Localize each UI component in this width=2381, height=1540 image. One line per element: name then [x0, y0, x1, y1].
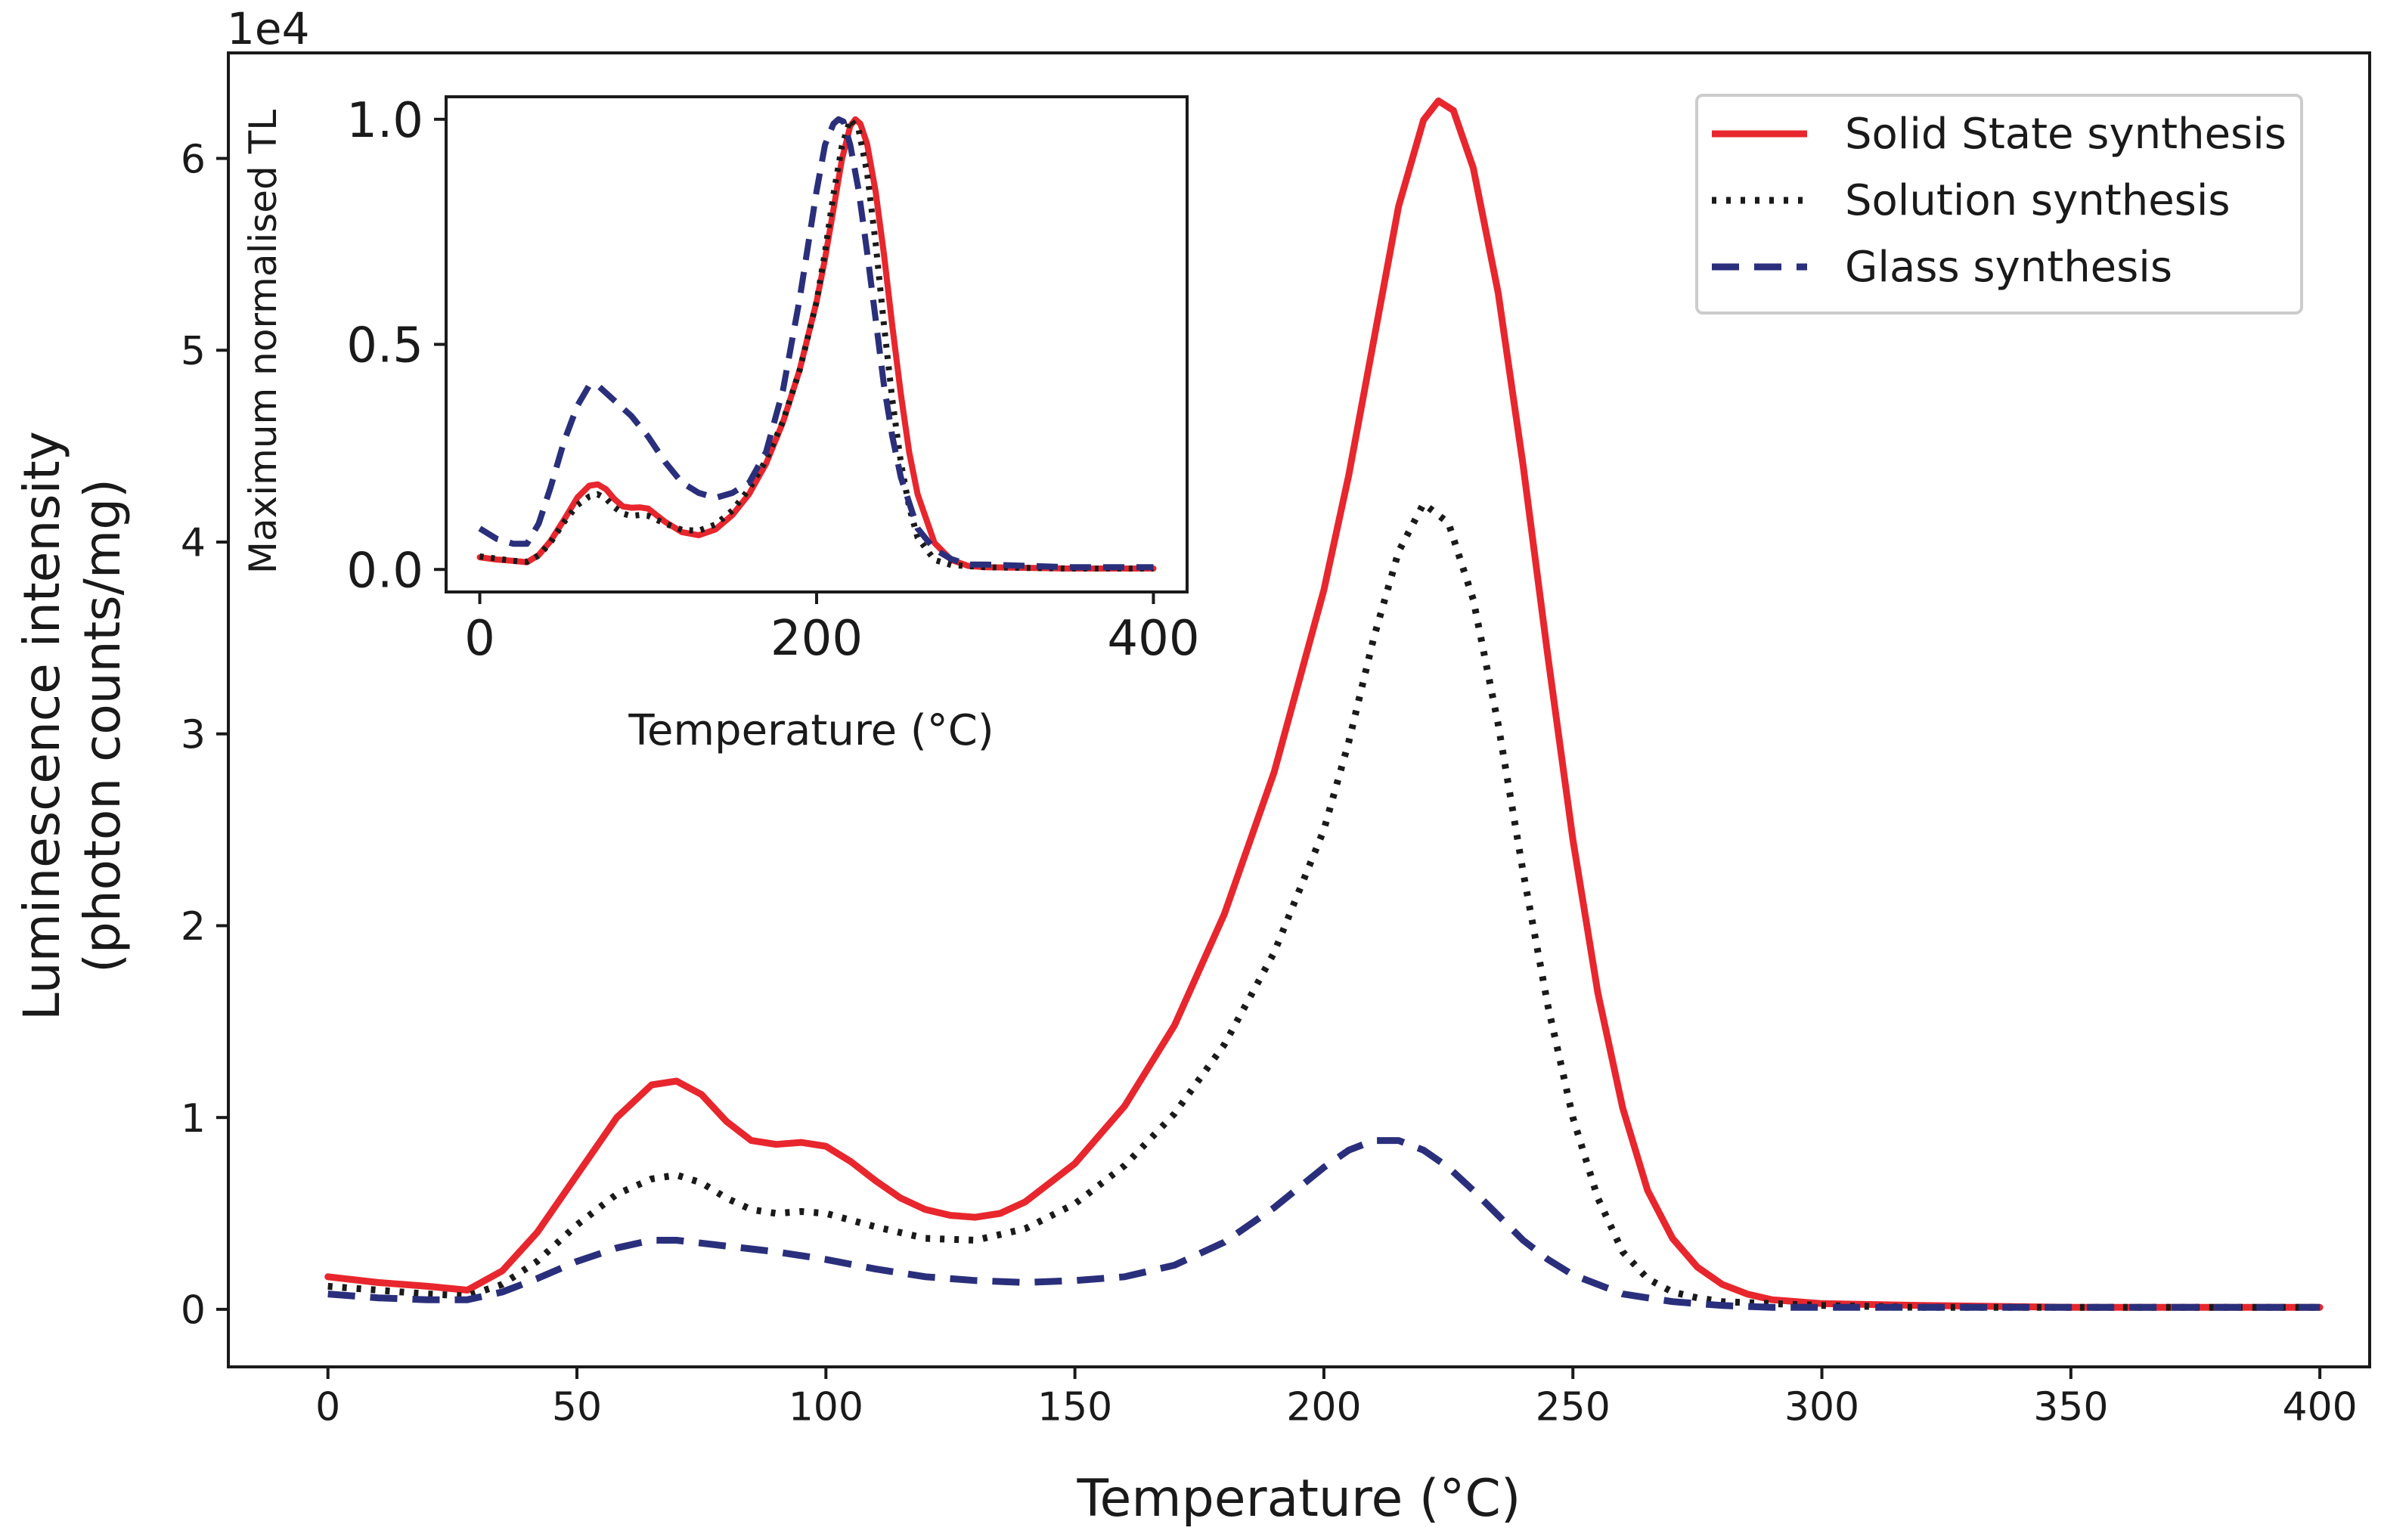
inset-x-axis-title: Temperature (°C) — [628, 706, 994, 755]
main-y-ticks: 0 1 2 3 4 5 6 — [181, 137, 228, 1334]
main-y-tick-label: 2 — [181, 904, 206, 950]
main-series-line-1 — [327, 500, 2321, 1311]
main-x-tick-label: 150 — [1037, 1385, 1112, 1430]
inset-series-group — [476, 116, 1157, 572]
inset-y-ticks: 0.0 0.5 1.0 — [346, 93, 446, 599]
inset-y-axis-title: Maximum normalised TL — [241, 110, 285, 574]
main-x-tick-label: 400 — [2283, 1385, 2358, 1430]
inset-y-tick-label: 1.0 — [346, 93, 423, 149]
main-x-ticks: 0 50 100 150 200 250 300 350 400 — [315, 1367, 2358, 1430]
main-x-tick-label: 200 — [1286, 1385, 1361, 1430]
main-y-offset-text: 1e4 — [227, 3, 310, 54]
legend: Solid State synthesis Solution synthesis G… — [1695, 94, 2303, 315]
main-y-tick-label: 3 — [181, 712, 206, 758]
main-y-tick-label: 1 — [181, 1096, 206, 1142]
main-x-tick-label: 50 — [552, 1385, 602, 1430]
main-x-tick-label: 250 — [1536, 1385, 1611, 1430]
inset-plot: 0 200 400 0.0 0.5 1.0 Temperature (°C) Maxim… — [241, 93, 1200, 755]
main-y-tick-label: 0 — [181, 1288, 206, 1334]
legend-label-0: Solid State synthesis — [1845, 110, 2286, 159]
main-y-tick-label: 4 — [181, 521, 206, 566]
main-x-tick-label: 0 — [315, 1385, 340, 1430]
main-x-axis-title: Temperature (°C) — [1077, 1469, 1521, 1529]
main-x-tick-label: 300 — [1784, 1385, 1859, 1430]
inset-x-tick-label: 400 — [1107, 611, 1199, 667]
main-plot-frame — [227, 51, 2371, 1368]
legend-box — [1695, 94, 2303, 315]
main-x-tick-label: 350 — [2033, 1385, 2108, 1430]
main-series-group — [324, 97, 2324, 1311]
main-y-tick-label: 6 — [181, 137, 206, 182]
main-y-tick-label: 5 — [181, 329, 206, 374]
inset-series-line-0 — [476, 116, 1157, 572]
inset-y-tick-label: 0.0 — [346, 543, 423, 599]
inset-x-tick-label: 0 — [464, 611, 495, 667]
inset-x-ticks: 0 200 400 — [464, 592, 1200, 667]
inset-y-tick-label: 0.5 — [346, 318, 423, 374]
main-series-line-0 — [324, 97, 2324, 1311]
inset-x-tick-label: 200 — [770, 611, 863, 667]
main-y-axis-title-line2: (photon counts/mg) — [73, 479, 132, 973]
main-series-line-2 — [327, 1137, 2321, 1311]
legend-label-1: Solution synthesis — [1845, 176, 2231, 225]
legend-label-2: Glass synthesis — [1845, 243, 2172, 292]
legend-entries: Solid State synthesis Solution synthesis G… — [1712, 110, 2286, 292]
main-plot: 0 50 100 150 200 250 300 350 400 0 1 2 3 4 5 6 Tempera… — [13, 3, 2371, 1529]
main-y-axis-title-line1: Luminescence intensity — [13, 431, 71, 1021]
inset-series-line-2 — [478, 116, 1154, 571]
main-x-tick-label: 100 — [789, 1385, 863, 1430]
inset-background — [446, 97, 1187, 592]
